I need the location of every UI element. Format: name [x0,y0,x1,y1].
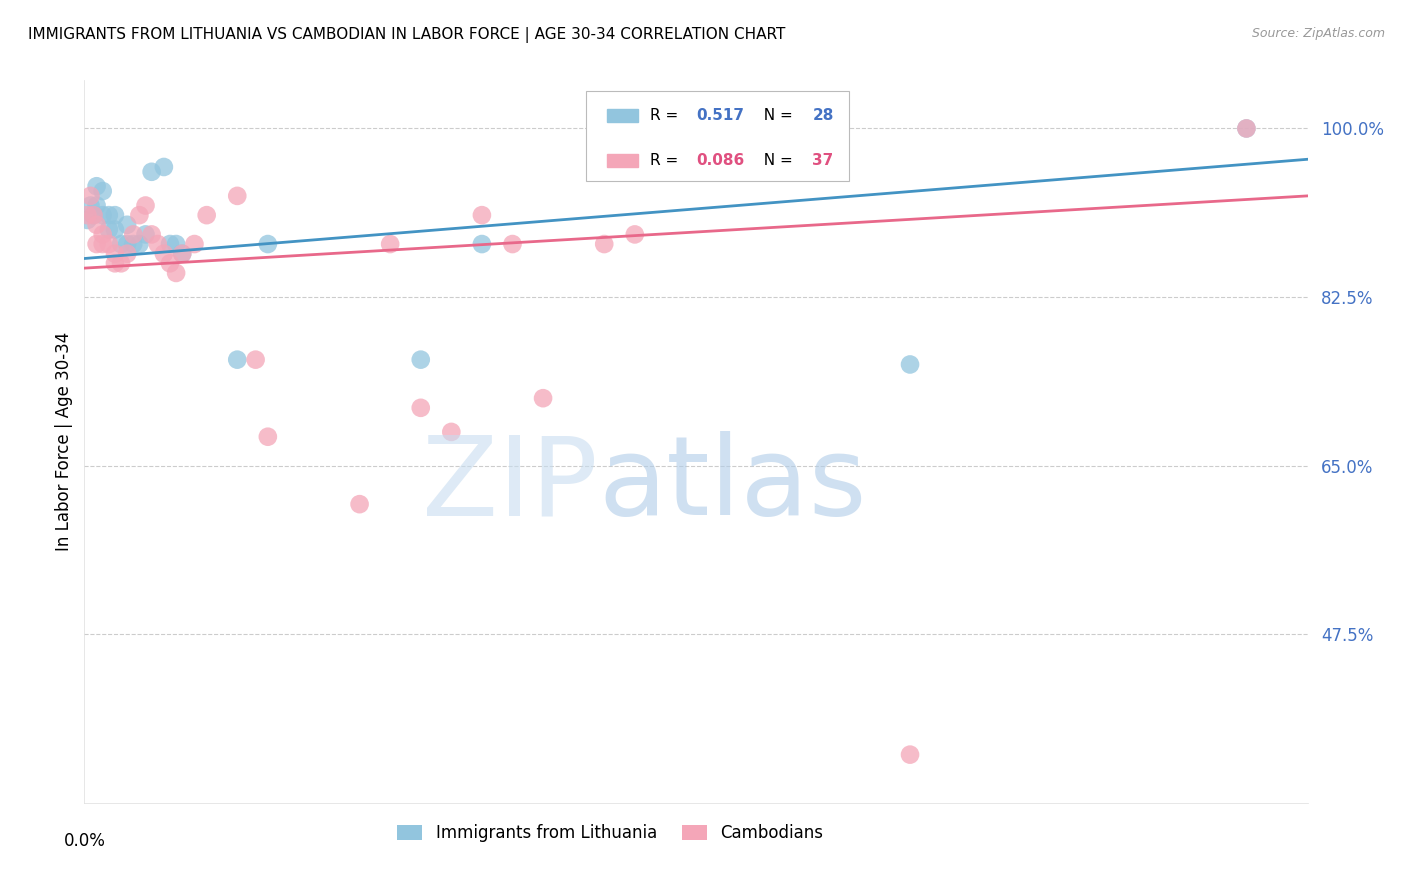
Point [257,237,280,252]
Point [471,208,494,222]
FancyBboxPatch shape [606,154,637,167]
Point [153,246,176,260]
Text: 0.086: 0.086 [696,153,744,168]
Point [76,208,98,222]
Point [531,391,554,405]
Point [115,218,138,232]
Point [471,237,494,252]
Point [898,358,921,372]
Point [122,237,145,252]
FancyBboxPatch shape [586,91,849,181]
Y-axis label: In Labor Force | Age 30-34: In Labor Force | Age 30-34 [55,332,73,551]
Legend: Immigrants from Lithuania, Cambodians: Immigrants from Lithuania, Cambodians [391,817,830,848]
Point [97,237,120,252]
Point [593,237,616,252]
Point [141,165,163,179]
Point [115,237,138,252]
Point [226,189,249,203]
Point [165,237,187,252]
Point [104,208,127,222]
Point [86,179,108,194]
Text: 0.0%: 0.0% [63,831,105,850]
Point [624,227,647,242]
Point [122,227,145,242]
Point [1236,121,1258,136]
Text: Source: ZipAtlas.com: Source: ZipAtlas.com [1251,27,1385,40]
Point [91,184,114,198]
Point [104,222,127,236]
Point [257,430,280,444]
Point [502,237,524,252]
Point [226,352,249,367]
Point [409,401,432,415]
Point [97,208,120,222]
Point [440,425,463,439]
Point [135,227,157,242]
Point [91,227,114,242]
FancyBboxPatch shape [606,109,637,122]
Point [245,352,267,367]
Point [1236,121,1258,136]
Point [172,246,194,260]
Text: N =: N = [754,153,797,168]
Text: IMMIGRANTS FROM LITHUANIA VS CAMBODIAN IN LABOR FORCE | AGE 30-34 CORRELATION CH: IMMIGRANTS FROM LITHUANIA VS CAMBODIAN I… [28,27,786,43]
Point [128,237,150,252]
Point [76,213,98,227]
Text: 0.517: 0.517 [696,108,744,123]
Point [146,237,169,252]
Point [86,198,108,212]
Point [153,160,176,174]
Text: atlas: atlas [598,432,866,539]
Text: 28: 28 [813,108,834,123]
Point [104,256,127,270]
Point [86,218,108,232]
Point [159,237,181,252]
Point [195,208,218,222]
Point [172,246,194,260]
Point [91,208,114,222]
Point [349,497,371,511]
Point [79,189,101,203]
Point [97,222,120,236]
Point [128,208,150,222]
Point [110,256,132,270]
Point [183,237,205,252]
Point [79,198,101,212]
Point [165,266,187,280]
Point [159,256,181,270]
Text: R =: R = [650,108,683,123]
Point [141,227,163,242]
Point [380,237,402,252]
Point [409,352,432,367]
Point [83,208,105,222]
Text: 37: 37 [813,153,834,168]
Point [86,237,108,252]
Point [898,747,921,762]
Point [110,237,132,252]
Point [135,198,157,212]
Text: N =: N = [754,108,797,123]
Point [115,246,138,260]
Text: ZIP: ZIP [422,432,598,539]
Point [91,237,114,252]
Point [83,208,105,222]
Point [104,246,127,260]
Text: R =: R = [650,153,683,168]
